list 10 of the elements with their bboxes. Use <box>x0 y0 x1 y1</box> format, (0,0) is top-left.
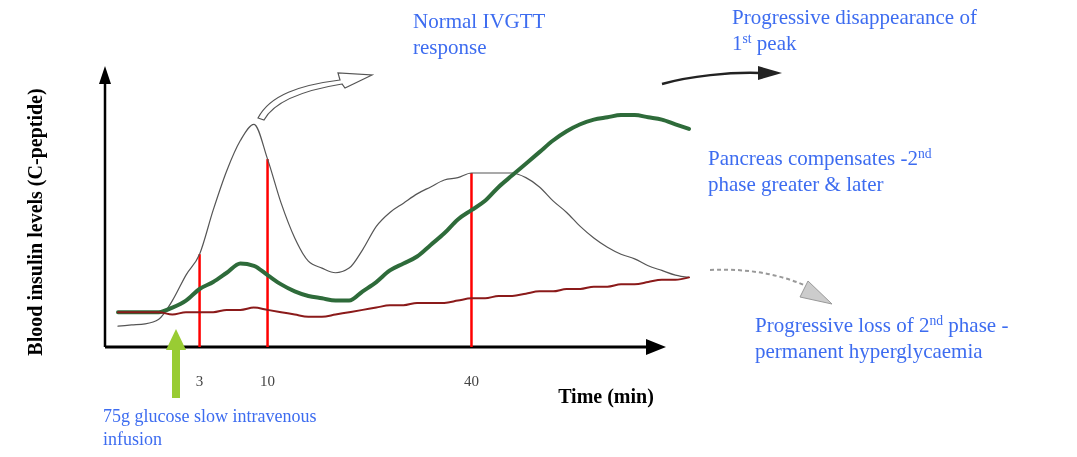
x-tick-label: 40 <box>463 373 479 389</box>
y-axis-title: Blood insulin levels (C-peptide) <box>24 88 47 356</box>
text: 75g glucose slow intravenous infusion <box>103 406 317 449</box>
text: Normal IVGTT response <box>413 9 546 60</box>
text: Progressive loss of 2$^{nd}$ phase - permanent hyperglycaemia <box>755 312 1009 364</box>
text: Pancreas compensates -2$^{nd}$ phase greater & later <box>708 145 932 197</box>
x-tick-label: 10 <box>260 373 276 389</box>
x-tick-label: 3 <box>195 373 204 389</box>
x-axis-title: Time (min) <box>558 385 654 408</box>
text: Progressive disappearance of 1$^{st}$ peak <box>732 5 977 56</box>
